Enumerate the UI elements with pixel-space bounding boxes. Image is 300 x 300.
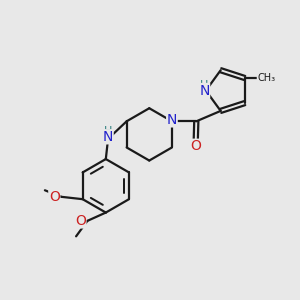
Text: N: N — [103, 130, 113, 144]
Text: N: N — [167, 113, 177, 127]
Text: N: N — [199, 84, 210, 98]
Text: O: O — [190, 139, 201, 153]
Text: CH₃: CH₃ — [257, 73, 275, 83]
Text: O: O — [75, 214, 86, 228]
Text: H: H — [200, 80, 208, 90]
Text: O: O — [49, 190, 60, 204]
Text: H: H — [104, 126, 112, 136]
